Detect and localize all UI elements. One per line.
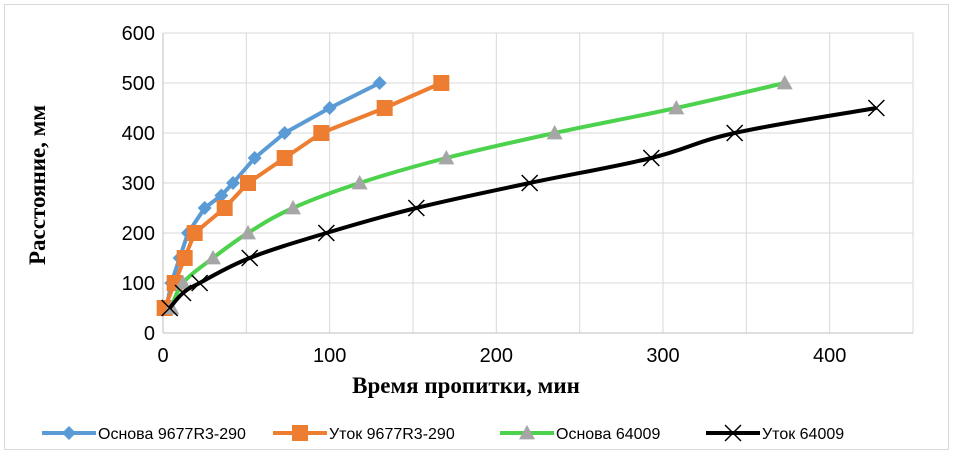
x-marker [317,224,335,242]
triangle-marker [668,100,685,115]
x-tick-label: 100 [313,345,346,367]
x-marker [191,274,209,292]
x-marker [521,174,539,192]
series-line [164,81,381,309]
series-4 [161,99,885,317]
square-marker [176,250,193,266]
x-marker-stroke [191,274,209,292]
x-marker [161,299,179,317]
x-tick-label: 400 [813,345,846,367]
diamond-marker [277,126,292,140]
x-tick-label: 0 [157,345,168,367]
x-marker [867,99,885,117]
x-marker-stroke [174,284,192,302]
x-marker-stroke [724,424,742,442]
triangle-marker [205,250,221,265]
diamond-marker [197,201,212,215]
triangle-marker [175,275,191,290]
y-tick-label: 600 [122,23,155,45]
triangle-marker [438,150,455,165]
y-tick-labels: 0 100 200 300 400 500 600 [122,23,155,345]
x-marker [726,124,744,142]
y-tick-label: 300 [122,173,155,195]
x-marker [642,149,660,167]
triangle-marker [776,75,793,90]
diamond-marker [322,101,337,115]
series-line [162,81,443,309]
x-axis-title: Время пропитки, мин [352,373,580,398]
diamond-marker [226,176,240,190]
y-tick-label: 200 [122,223,155,245]
legend-label: Уток 64009 [762,426,844,443]
x-marker [724,424,742,442]
square-marker [240,175,256,191]
legend: Основа 9677R3-290 Уток 9677R3-290 Основа 6… [42,424,844,443]
y-axis-title: Расстояние, мм [25,105,50,265]
legend-entry: Основа 9677R3-290 [42,426,246,443]
x-marker-stroke [726,124,744,142]
x-marker-stroke [407,199,425,217]
legend-entry: Уток 9677R3-290 [273,425,455,443]
diamond-marker [372,76,387,90]
y-tick-label: 100 [122,273,155,295]
legend-label: Основа 64009 [556,426,660,443]
triangle-marker [240,225,256,240]
x-marker [407,199,425,217]
x-marker-stroke [241,249,259,267]
chart-frame [4,4,949,450]
x-marker-stroke [317,224,335,242]
x-marker [241,249,259,267]
y-tick-label: 400 [122,123,155,145]
triangle-marker [546,125,563,140]
square-marker [292,425,308,441]
square-marker [216,200,233,216]
legend-entry: Основа 64009 [500,425,660,443]
x-marker-stroke [521,174,539,192]
square-marker [433,75,450,91]
square-marker [276,150,293,166]
y-tick-label: 0 [144,323,155,345]
series-layer [156,75,885,317]
y-tick-label: 500 [122,73,155,95]
x-marker-stroke [161,299,179,317]
legend-entry: Уток 64009 [706,424,844,443]
series-3 [163,75,793,315]
legend-label: Основа 9677R3-290 [98,426,246,443]
diamond-marker [214,188,229,203]
x-tick-label: 300 [646,345,679,367]
series-1 [159,76,387,315]
x-marker [174,284,192,302]
triangle-marker [285,200,301,215]
x-marker-stroke [867,99,885,117]
square-marker [376,100,393,116]
diamond-marker [247,151,262,165]
square-marker [313,125,330,141]
x-tick-label: 200 [480,345,513,367]
triangle-marker [351,175,368,190]
triangle-marker [519,425,535,440]
x-tick-labels: 0 100 200 300 400 [157,345,846,367]
diamond-marker [62,426,76,440]
x-marker-stroke [642,149,660,167]
square-marker [186,225,203,241]
series-2 [156,75,450,316]
legend-label: Уток 9677R3-290 [329,426,455,443]
